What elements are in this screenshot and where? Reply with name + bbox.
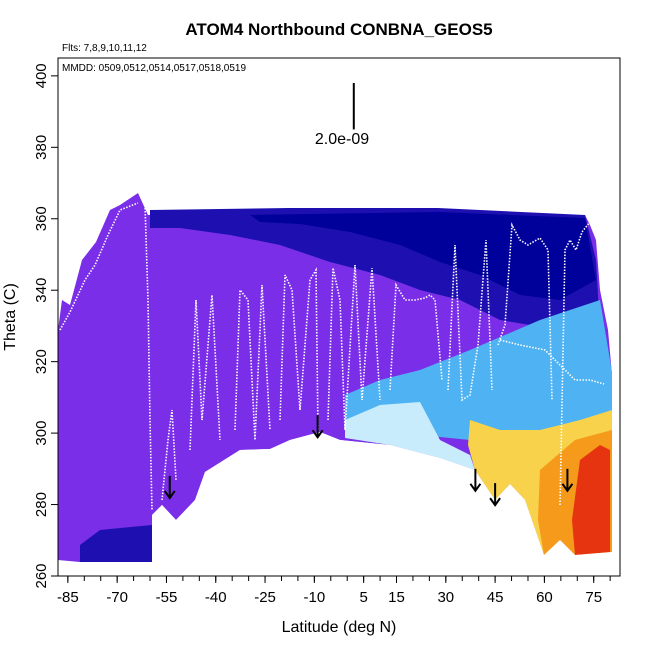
x-tick-label: -25 bbox=[254, 589, 276, 606]
x-tick-label: -10 bbox=[304, 589, 326, 606]
y-tick-label: 360 bbox=[33, 206, 50, 231]
arrow-marker bbox=[469, 468, 482, 493]
x-tick-label: -85 bbox=[57, 589, 79, 606]
red-region bbox=[572, 445, 610, 555]
x-tick-label: 60 bbox=[536, 589, 553, 606]
arrow-marker bbox=[163, 475, 176, 500]
plot-frame bbox=[57, 57, 621, 577]
flight-track bbox=[161, 409, 177, 501]
arrow-marker bbox=[489, 483, 501, 507]
flight-track bbox=[189, 294, 221, 451]
lower-left-patch bbox=[80, 525, 152, 562]
arrow-marker bbox=[561, 468, 574, 493]
x-tick-label: 30 bbox=[437, 589, 454, 606]
y-tick-label: 380 bbox=[33, 135, 50, 160]
x-tick-label: -55 bbox=[156, 589, 178, 606]
x-tick-label: 45 bbox=[487, 589, 504, 606]
flight-track bbox=[389, 282, 443, 391]
y-axis: 260 280 300 320 340 360 380 400 bbox=[33, 63, 58, 589]
x-tick-label: -70 bbox=[106, 589, 128, 606]
y-tick-label: 400 bbox=[33, 63, 50, 88]
flight-track bbox=[499, 339, 605, 385]
flights-annotation: Flts: 7,8,9,10,11,12 bbox=[62, 43, 147, 54]
x-tick-label: 5 bbox=[359, 589, 367, 606]
arrow-markers bbox=[163, 415, 574, 507]
chart-title: ATOM4 Northbound CONBNA_GEOS5 bbox=[185, 20, 492, 39]
scale-bar-label: 2.0e-09 bbox=[315, 131, 369, 148]
y-axis-title: Theta (C) bbox=[2, 283, 19, 351]
y-tick-label: 260 bbox=[33, 563, 50, 588]
x-tick-label: 75 bbox=[585, 589, 602, 606]
missing-data-region bbox=[152, 432, 612, 576]
x-axis: -85 -70 -55 -40 -25 -10 5 15 30 45 60 75 bbox=[57, 576, 611, 606]
pale-blue-region bbox=[345, 402, 475, 470]
y-tick-label: 320 bbox=[33, 349, 50, 374]
plot-area bbox=[58, 193, 612, 576]
navy-band bbox=[250, 212, 596, 300]
arrow-marker bbox=[311, 415, 324, 439]
y-tick-label: 300 bbox=[33, 421, 50, 446]
dates-annotation: MMDD: 0509,0512,0514,0517,0518,0519 bbox=[62, 63, 246, 74]
y-tick-label: 340 bbox=[33, 278, 50, 303]
flight-track bbox=[559, 220, 601, 506]
x-tick-label: -40 bbox=[205, 589, 227, 606]
x-axis-title: Latitude (deg N) bbox=[282, 619, 397, 636]
y-tick-label: 280 bbox=[33, 492, 50, 517]
x-tick-label: 15 bbox=[388, 589, 405, 606]
flight-track bbox=[234, 284, 271, 441]
flight-track bbox=[279, 267, 319, 431]
flight-track bbox=[447, 239, 493, 402]
